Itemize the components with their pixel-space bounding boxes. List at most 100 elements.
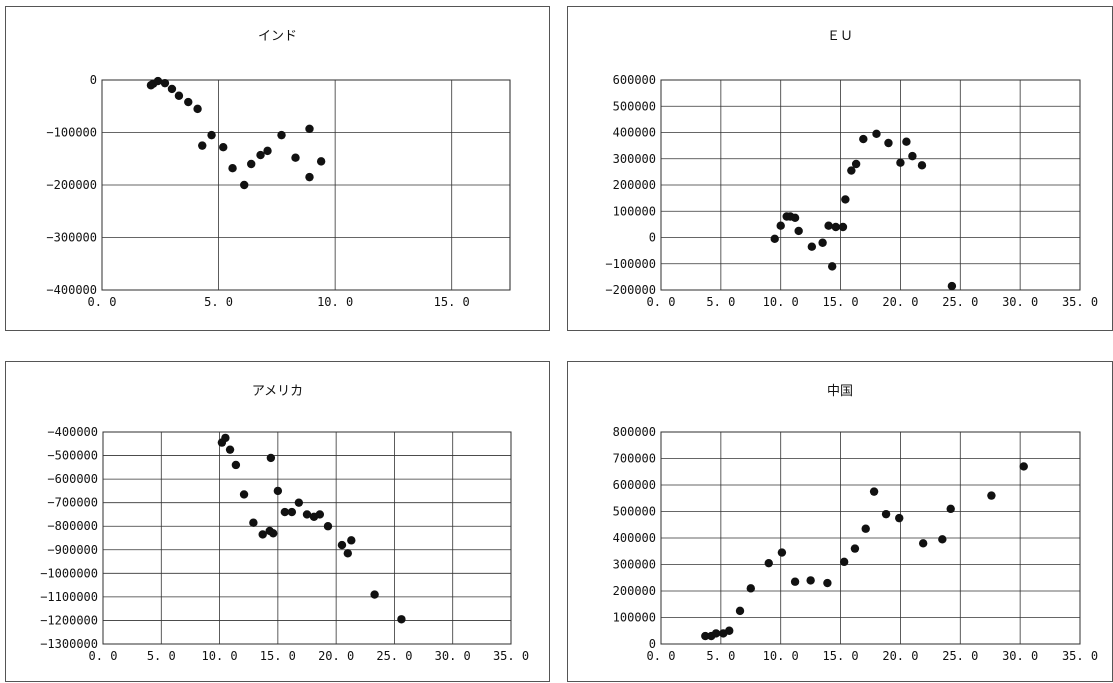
data-point <box>847 166 856 175</box>
y-tick-label: −100000 <box>46 126 97 140</box>
y-tick-label: 600000 <box>613 478 656 492</box>
data-point <box>872 129 881 139</box>
data-point <box>174 91 184 100</box>
data-point <box>397 615 406 624</box>
y-tick-label: −700000 <box>47 496 98 510</box>
data-point <box>818 238 827 247</box>
y-tick-label: −400000 <box>46 283 97 297</box>
data-point <box>228 164 237 173</box>
data-point <box>240 180 249 190</box>
y-tick-label: −100000 <box>605 257 656 271</box>
y-tick-label: 300000 <box>613 152 656 166</box>
data-point <box>770 234 779 244</box>
data-point <box>219 143 228 152</box>
y-tick-label: 700000 <box>613 452 656 466</box>
y-tick-label: −1000000 <box>40 566 98 580</box>
y-tick-label: 400000 <box>613 531 656 545</box>
x-tick-label: 5. 0 <box>706 295 735 309</box>
chart-title: アメリカ <box>251 384 304 399</box>
x-tick-label: 30. 0 <box>1002 649 1038 663</box>
y-tick-label: 100000 <box>613 204 656 218</box>
x-tick-label: 20. 0 <box>882 649 918 663</box>
data-point <box>287 507 297 517</box>
data-point <box>258 530 267 539</box>
x-tick-label: 5. 0 <box>204 295 233 309</box>
data-point <box>869 487 879 496</box>
data-point <box>315 510 325 519</box>
data-point <box>725 626 734 635</box>
chart-panel-usa: アメリカ −400000 −500000 −600000 −700000 −800000… <box>5 361 550 682</box>
data-point <box>861 524 870 533</box>
data-point <box>302 510 312 519</box>
data-point <box>831 222 840 232</box>
data-point <box>790 213 800 223</box>
y-tick-label: −900000 <box>47 543 98 557</box>
data-point <box>337 540 347 550</box>
data-point <box>263 146 272 156</box>
data-point <box>896 158 905 167</box>
y-tick-label: −600000 <box>47 472 98 486</box>
x-tick-label: 25. 0 <box>942 295 978 309</box>
data-point <box>239 490 249 499</box>
data-point <box>1019 462 1028 471</box>
data-point <box>184 97 193 107</box>
x-tick-label: 20. 0 <box>882 295 918 309</box>
y-tick-label: 500000 <box>613 505 656 519</box>
chart-panel-eu: ＥＵ 600000 500000 400000 300000 200000 100000 0… <box>567 6 1113 331</box>
data-point <box>305 124 314 134</box>
x-tick-label: 0. 0 <box>647 295 676 309</box>
y-tick-label: 200000 <box>613 178 656 192</box>
chart-title: 中国 <box>826 384 853 399</box>
y-tick-label: 500000 <box>613 99 656 113</box>
data-point <box>343 549 352 558</box>
scatter-plot-eu: 600000 500000 400000 300000 200000 100000 0 −10… <box>605 73 1098 309</box>
data-point <box>225 445 235 454</box>
x-tick-label: 15. 0 <box>260 649 296 663</box>
x-tick-label: 15. 0 <box>823 295 859 309</box>
data-point <box>807 242 817 251</box>
data-point <box>794 226 803 236</box>
data-point <box>266 453 276 463</box>
data-point <box>938 535 947 544</box>
data-point <box>884 138 893 148</box>
x-tick-label: 35. 0 <box>493 649 529 663</box>
data-point <box>908 151 917 161</box>
x-tick-label: 0. 0 <box>88 295 117 309</box>
data-point <box>918 539 928 548</box>
data-point <box>207 130 216 140</box>
chart-panel-china: 中国 800000 700000 600000 500000 400000 300000 2… <box>567 361 1113 682</box>
data-point <box>280 507 290 517</box>
data-point <box>268 529 278 538</box>
data-point <box>193 104 202 114</box>
data-point <box>917 161 927 170</box>
x-tick-label: 5. 0 <box>147 649 176 663</box>
data-point <box>198 141 207 150</box>
data-point <box>827 262 837 271</box>
data-point <box>291 153 300 162</box>
y-tick-label: −500000 <box>47 449 98 463</box>
x-tick-label: 30. 0 <box>1002 295 1038 309</box>
scatter-plot-china: 800000 700000 600000 500000 400000 300000 2000… <box>613 425 1098 663</box>
data-point <box>764 558 773 568</box>
data-point <box>790 577 800 586</box>
data-point <box>316 157 326 166</box>
data-point <box>838 222 848 232</box>
y-tick-label: 100000 <box>613 611 656 625</box>
data-point <box>167 84 177 94</box>
plot-frame <box>102 431 512 645</box>
scatter-plot-usa: −400000 −500000 −600000 −700000 −800000 −9000… <box>40 425 529 663</box>
data-point <box>851 159 861 169</box>
x-tick-label: 0. 0 <box>89 649 118 663</box>
data-point <box>160 78 170 88</box>
data-point <box>294 498 304 507</box>
y-tick-label: −400000 <box>47 425 98 439</box>
data-point <box>305 172 314 182</box>
data-point <box>249 518 258 527</box>
data-point <box>277 130 286 140</box>
y-tick-label: −300000 <box>46 231 97 245</box>
x-tick-label: 10. 0 <box>202 649 238 663</box>
data-point <box>347 536 356 545</box>
data-point <box>859 134 868 144</box>
data-point <box>323 522 333 531</box>
